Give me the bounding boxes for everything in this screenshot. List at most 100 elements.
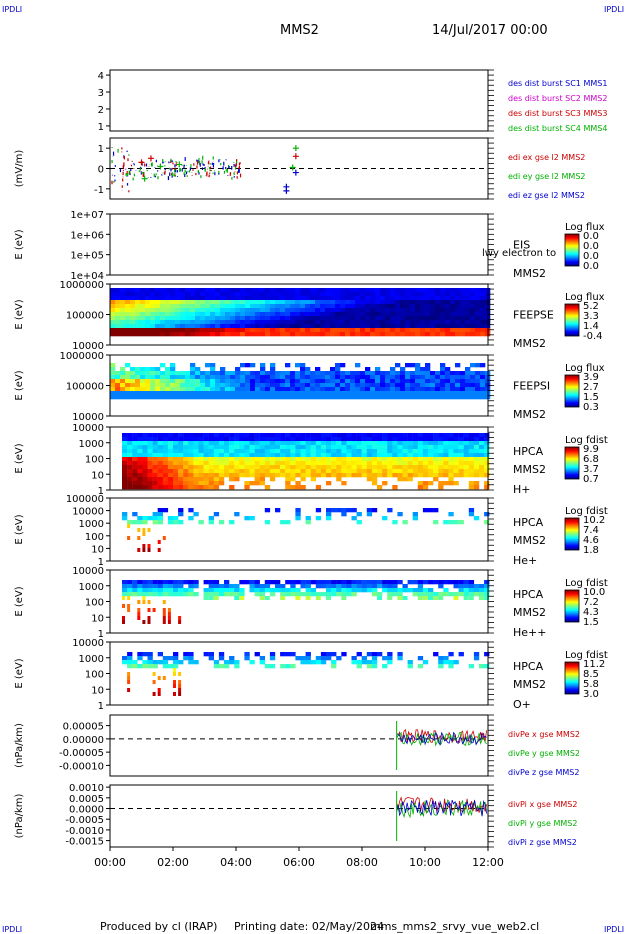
heat-cell <box>445 391 451 396</box>
heat-cell <box>355 332 361 337</box>
heat-cell <box>320 433 327 438</box>
heat-cell <box>382 656 388 661</box>
heat-cell <box>193 512 199 517</box>
heat-cell <box>382 473 388 478</box>
heat-cell <box>435 383 441 388</box>
heat-cell <box>250 288 256 293</box>
heat-cell <box>249 660 255 665</box>
heat-cell <box>355 312 361 317</box>
heat-cell <box>448 660 454 665</box>
y-tick-label: 100 <box>85 455 104 466</box>
heat-cell <box>137 616 141 620</box>
heat-cell <box>234 477 240 482</box>
heat-cell <box>205 300 211 305</box>
heat-cell <box>445 387 451 392</box>
heat-cell <box>315 516 322 521</box>
heat-cell <box>250 292 256 297</box>
heat-cell <box>254 437 260 442</box>
heat-cell <box>229 433 235 438</box>
heat-cell <box>470 288 476 293</box>
heat-cell <box>140 328 146 333</box>
heat-cell <box>385 296 391 301</box>
heat-cell <box>425 312 431 317</box>
heat-cell <box>320 580 327 585</box>
heat-cell <box>270 328 276 333</box>
heat-cell <box>385 320 391 325</box>
heat-cell <box>310 324 316 329</box>
heat-cell <box>331 437 337 442</box>
heat-cell <box>465 375 471 380</box>
heat-cell <box>371 481 378 486</box>
heat-cell <box>438 449 444 454</box>
heat-cell <box>122 584 128 589</box>
heat-cell <box>285 379 291 384</box>
heat-cell <box>305 324 311 329</box>
heat-cell <box>355 324 361 329</box>
heat-cell <box>468 584 475 589</box>
heat-cell <box>465 367 471 372</box>
heat-cell <box>254 652 260 657</box>
heat-cell <box>356 465 362 470</box>
heat-cell <box>428 433 434 438</box>
heat-cell <box>218 664 225 669</box>
heat-cell <box>360 391 366 396</box>
heat-cell <box>295 512 301 517</box>
heat-cell <box>412 461 418 466</box>
heat-cell <box>150 324 156 329</box>
heat-cell <box>193 580 199 585</box>
heat-cell <box>162 600 166 604</box>
heat-cell <box>443 588 449 593</box>
heat-cell <box>235 312 241 317</box>
heat-cell <box>193 473 199 478</box>
heat-cell <box>433 469 439 474</box>
heat-cell <box>484 584 490 589</box>
heat-cell <box>195 387 201 392</box>
heat-cell <box>193 592 199 597</box>
heat-cell <box>173 433 179 438</box>
edi-marker <box>141 175 148 182</box>
heat-cell <box>280 308 286 313</box>
heat-cell <box>140 304 146 309</box>
heat-cell <box>395 375 401 380</box>
heat-cell <box>397 592 403 597</box>
heat-cell <box>229 465 235 470</box>
heat-cell <box>430 288 436 293</box>
heat-cell <box>275 453 281 458</box>
heat-cell <box>290 296 296 301</box>
heat-cell <box>310 379 316 384</box>
heat-cell <box>350 383 356 388</box>
heat-cell <box>178 616 182 620</box>
heat-cell <box>468 437 475 442</box>
heat-cell <box>340 316 346 321</box>
heat-cell <box>300 332 306 337</box>
heat-cell <box>331 584 337 589</box>
heat-cell <box>387 457 393 462</box>
heat-cell <box>290 375 296 380</box>
heat-cell <box>355 304 361 309</box>
heat-cell <box>180 304 186 309</box>
spacecraft-label: MMS2 <box>513 534 546 547</box>
footer-script: mms_mms2_srvy_vue_web2.cl <box>370 920 539 933</box>
heat-cell <box>402 473 408 478</box>
heat-cell <box>145 304 151 309</box>
heat-cell <box>400 375 406 380</box>
heat-cell <box>422 481 429 486</box>
colorbar-title: Log fdist <box>565 506 608 517</box>
heat-cell <box>295 383 301 388</box>
heat-cell <box>210 320 216 325</box>
heat-cell <box>361 660 367 665</box>
heat-cell <box>366 477 373 482</box>
heat-cell <box>468 461 475 466</box>
heat-cell <box>115 395 121 400</box>
heat-cell <box>285 300 291 305</box>
heat-cell <box>415 395 421 400</box>
heat-cell <box>335 387 341 392</box>
heat-cell <box>193 437 199 442</box>
heat-cell <box>142 620 146 624</box>
heat-cell <box>152 608 156 612</box>
heat-cell <box>410 395 416 400</box>
heat-cell <box>183 477 189 482</box>
heat-cell <box>152 516 158 521</box>
heat-cell <box>465 292 471 297</box>
heat-cell <box>315 469 322 474</box>
